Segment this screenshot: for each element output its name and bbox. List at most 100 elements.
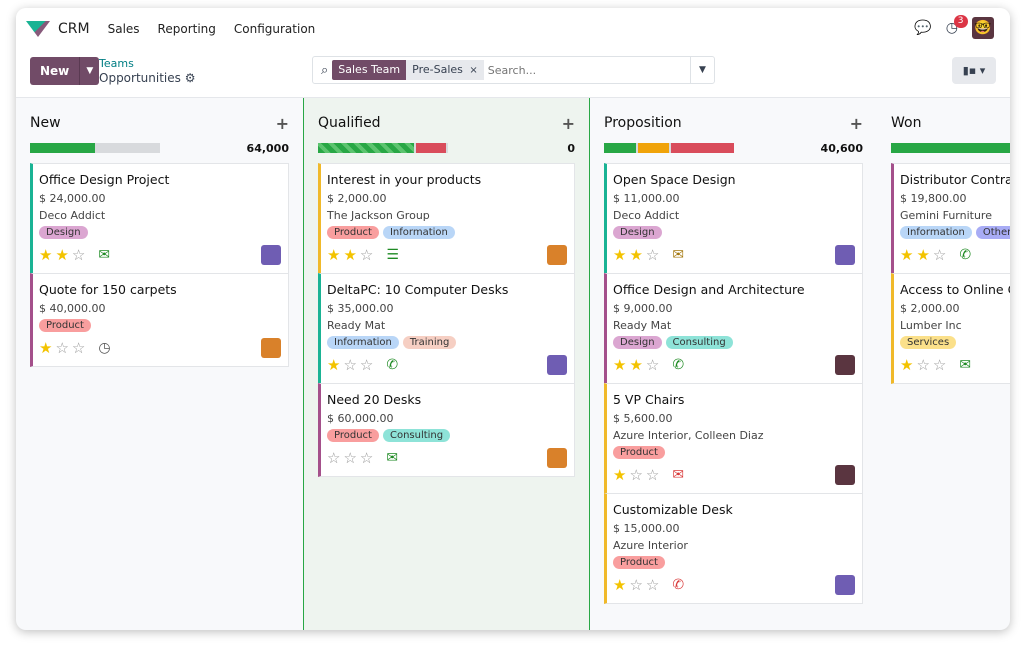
phone-icon[interactable]: ✆ [672,357,685,373]
priority-star-icon[interactable]: ☆ [359,356,374,374]
salesperson-avatar[interactable] [547,448,567,468]
tag: Product [613,556,665,569]
priority-star-icon[interactable]: ☆ [645,466,660,484]
priority-star-icon[interactable]: ★ [327,356,341,374]
new-dropdown-toggle[interactable]: ▼ [79,57,100,85]
salesperson-avatar[interactable] [835,575,855,595]
kanban-column-proposition: Proposition + 40,600 Open Space Design $ … [590,98,877,630]
priority-star-icon[interactable]: ★ [613,246,627,264]
envelope-icon[interactable]: ✉ [98,247,111,263]
priority-star-icon[interactable]: ☆ [629,466,643,484]
app-name[interactable]: CRM [58,21,90,37]
priority-star-icon[interactable]: ☆ [645,356,660,374]
breadcrumb-teams-link[interactable]: Teams [99,57,134,70]
progress-segment[interactable] [604,143,636,153]
phone-icon[interactable]: ✆ [672,577,685,593]
priority-star-icon[interactable]: ★ [613,576,627,594]
card-partner: The Jackson Group [327,209,430,222]
card-partner: Azure Interior [613,539,688,552]
crm-logo-icon[interactable] [26,21,50,37]
priority-star-icon[interactable]: ★ [39,246,53,264]
priority-star-icon[interactable]: ☆ [932,356,947,374]
remove-facet-icon[interactable]: × [469,65,478,76]
column-progress-bar [891,143,1010,153]
priority-star-icon[interactable]: ★ [613,466,627,484]
search-options-toggle[interactable]: ▼ [690,57,714,83]
search-input[interactable] [487,63,690,77]
priority-star-icon[interactable]: ☆ [327,449,341,467]
progress-segment[interactable] [637,143,669,153]
priority-star-icon[interactable]: ☆ [932,246,947,264]
kanban-view-switcher[interactable]: ▮▪ ▾ [952,57,996,84]
envelope-icon[interactable]: ✉ [386,450,399,466]
opportunity-card[interactable]: Need 20 Desks $ 60,000.00 Product Consult… [318,383,575,477]
salesperson-avatar[interactable] [547,245,567,265]
priority-star-icon[interactable]: ☆ [629,576,643,594]
salesperson-avatar[interactable] [261,338,281,358]
priority-star-icon[interactable]: ☆ [71,246,86,264]
priority-star-icon[interactable]: ★ [327,246,341,264]
card-amount: $ 19,800.00 [900,192,967,205]
menu-configuration[interactable]: Configuration [233,22,316,36]
priority-star-icon[interactable]: ★ [900,246,914,264]
new-button[interactable]: New [30,57,80,85]
kanban-column-qualified: Qualified + 0 Interest in your products $… [303,98,590,630]
envelope-icon[interactable]: ✉ [672,247,685,263]
menu-reporting[interactable]: Reporting [157,22,216,36]
priority-star-icon[interactable]: ★ [629,246,643,264]
quick-create-plus-icon[interactable]: + [275,113,289,133]
phone-icon[interactable]: ✆ [386,357,399,373]
opportunity-card[interactable]: Quote for 150 carpets $ 40,000.00 Produc… [30,273,289,367]
envelope-icon[interactable]: ✉ [959,357,972,373]
priority-star-icon[interactable]: ★ [343,246,357,264]
quick-create-plus-icon[interactable]: + [849,113,863,133]
quick-create-plus-icon[interactable]: + [561,113,575,133]
opportunity-card[interactable]: Open Space Design $ 11,000.00 Deco Addic… [604,163,863,274]
priority-star-icon[interactable]: ☆ [916,356,930,374]
priority-star-icon[interactable]: ☆ [645,576,660,594]
priority-star-icon[interactable]: ☆ [343,356,357,374]
opportunity-card[interactable]: Distributor Contract $ 19,800.00 Gemini … [891,163,1010,274]
activity-button[interactable]: ◷ 3 [946,15,968,36]
progress-segment[interactable] [318,143,415,153]
chat-icon[interactable]: 💬 [914,20,932,36]
progress-segment[interactable] [671,143,734,153]
salesperson-avatar[interactable] [261,245,281,265]
clock-icon[interactable]: ◷ [98,340,111,356]
card-amount: $ 11,000.00 [613,192,680,205]
menu-sales[interactable]: Sales [107,22,140,36]
priority-star-icon[interactable]: ★ [39,339,53,357]
salesperson-avatar[interactable] [547,355,567,375]
opportunity-card[interactable]: Interest in your products $ 2,000.00 The… [318,163,575,274]
opportunity-card[interactable]: Customizable Desk $ 15,000.00 Azure Inte… [604,493,863,604]
phone-icon[interactable]: ✆ [959,247,972,263]
gear-icon[interactable]: ⚙ [184,71,196,85]
priority-star-icon[interactable]: ★ [613,356,627,374]
opportunity-card[interactable]: Access to Online Catalog $ 2,000.00 Lumb… [891,273,1010,384]
salesperson-avatar[interactable] [835,355,855,375]
tag: Product [39,319,91,332]
opportunity-card[interactable]: Office Design and Architecture $ 9,000.0… [604,273,863,384]
tag: Product [613,446,665,459]
priority-star-icon[interactable]: ☆ [71,339,86,357]
salesperson-avatar[interactable] [835,465,855,485]
priority-star-icon[interactable]: ★ [900,356,914,374]
opportunity-card[interactable]: Office Design Project $ 24,000.00 Deco A… [30,163,289,274]
priority-star-icon[interactable]: ☆ [343,449,357,467]
priority-star-icon[interactable]: ☆ [359,246,374,264]
salesperson-avatar[interactable] [835,245,855,265]
envelope-icon[interactable]: ✉ [672,467,685,483]
opportunity-card[interactable]: 5 VP Chairs $ 5,600.00 Azure Interior, C… [604,383,863,494]
user-avatar[interactable]: 🤓 [972,17,994,39]
progress-segment[interactable] [891,143,1010,153]
priority-star-icon[interactable]: ☆ [55,339,69,357]
list-icon[interactable]: ☰ [386,247,399,263]
priority-star-icon[interactable]: ★ [55,246,69,264]
priority-star-icon[interactable]: ☆ [359,449,374,467]
priority-star-icon[interactable]: ☆ [645,246,660,264]
priority-star-icon[interactable]: ★ [916,246,930,264]
opportunity-card[interactable]: DeltaPC: 10 Computer Desks $ 35,000.00 R… [318,273,575,384]
progress-segment[interactable] [416,143,447,153]
priority-star-icon[interactable]: ★ [629,356,643,374]
progress-segment[interactable] [30,143,95,153]
